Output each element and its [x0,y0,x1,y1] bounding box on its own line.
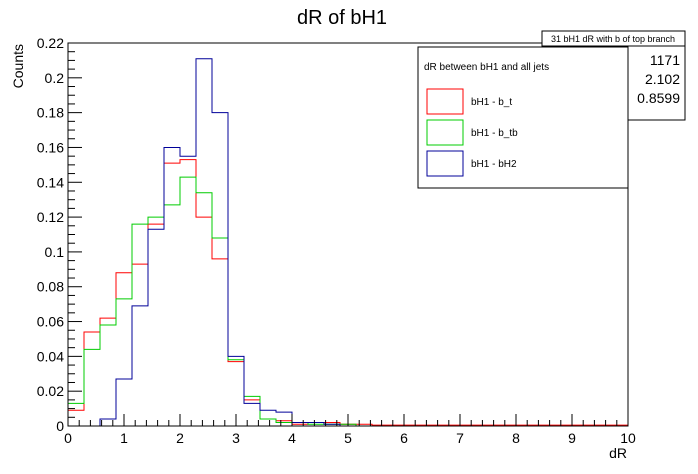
series-line-2 [68,176,628,427]
x-tick-label: 6 [400,430,408,446]
y-tick-label: 0.14 [37,174,64,190]
y-tick-label: 0.22 [37,35,64,51]
legend-entries: bH1 - b_t bH1 - b_tb bH1 - bH2 [426,88,518,177]
legend-swatch-3 [426,150,464,177]
y-tick-label: 0 [56,418,64,434]
legend: dR between bH1 and all jets bH1 - b_tbH1… [417,46,629,189]
series-line-1 [68,159,628,426]
x-tick-label: 5 [344,430,352,446]
y-tick-label: 0.02 [37,383,64,399]
stats-entries-value: 1171 [650,52,680,68]
x-tick-label: 4 [288,430,296,446]
legend-title: dR between bH1 and all jets [424,62,549,73]
legend-label-3: bH1 - bH2 [471,159,517,170]
legend-frame [417,46,629,189]
y-tick-label: 0.06 [37,314,64,330]
y-axis: 0 0.02 0.04 0.06 0.08 0.1 0.12 0.14 0.16 0.18 0.2 0… [37,35,82,434]
y-tick-label: 0.18 [37,105,64,121]
y-tick-label: 0.2 [45,70,65,86]
x-axis-label: dR [609,445,627,461]
stats-mean-value: 2.102 [645,71,680,87]
x-tick-label: 8 [512,430,520,446]
y-tick-label: 0.1 [45,244,65,260]
y-tick-label: 0.04 [37,348,64,364]
chart-title: dR of bH1 [297,7,387,29]
legend-label-2: bH1 - b_tb [471,128,518,139]
x-tick-label: 3 [232,430,240,446]
legend-label-1: bH1 - b_t [471,97,512,108]
y-tick-label: 0.16 [37,139,64,155]
legend-swatch-2 [426,119,464,146]
y-axis-label: Counts [10,44,26,88]
x-tick-label: 10 [620,430,636,446]
x-tick-label: 9 [568,430,576,446]
x-tick-label: 7 [456,430,464,446]
x-tick-label: 0 [64,430,72,446]
legend-swatch-1 [426,88,464,115]
stats-stddev-value: 0.8599 [637,90,680,106]
y-tick-label: 0.12 [37,209,64,225]
stats-box-title: 31 bH1 dR with b of top branch [551,34,675,44]
x-axis: 0 1 2 3 4 5 6 7 8 9 10 [64,414,636,446]
x-tick-label: 2 [176,430,184,446]
y-tick-label: 0.08 [37,279,64,295]
x-tick-label: 1 [120,430,128,446]
